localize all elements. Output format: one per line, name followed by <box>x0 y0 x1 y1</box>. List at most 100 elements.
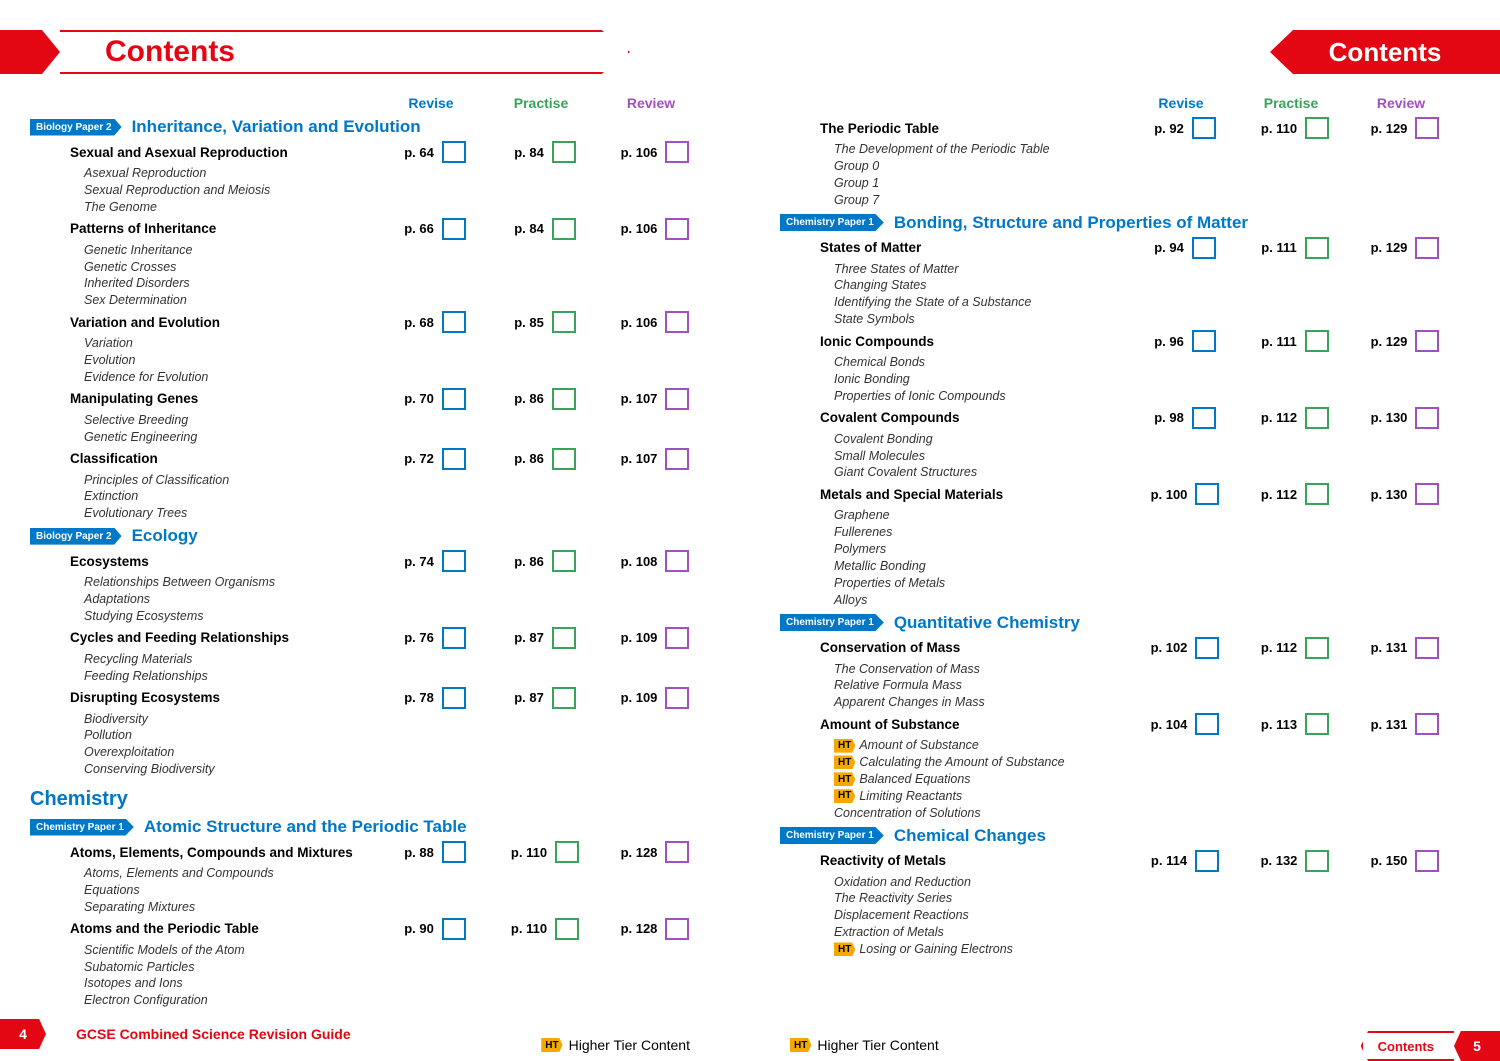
checkbox-practise[interactable] <box>552 141 576 163</box>
checkbox-revise[interactable] <box>442 550 466 572</box>
page-cell-revise: p. 100 <box>1130 483 1240 505</box>
subtopic: Genetic Inheritance <box>84 242 710 259</box>
checkbox-practise[interactable] <box>552 627 576 649</box>
checkbox-review[interactable] <box>665 388 689 410</box>
header-right: Contents <box>790 20 1460 80</box>
checkbox-revise[interactable] <box>442 388 466 410</box>
subtopic: Giant Covalent Structures <box>834 464 1460 481</box>
checkbox-review[interactable] <box>1415 850 1439 872</box>
checkbox-practise[interactable] <box>555 918 579 940</box>
checkbox-practise[interactable] <box>1305 237 1329 259</box>
page-cell-practise: p. 132 <box>1240 850 1350 872</box>
page-cell-practise: p. 113 <box>1240 713 1350 735</box>
page-cell-review: p. 106 <box>600 141 710 163</box>
checkbox-revise[interactable] <box>1192 237 1216 259</box>
subtopic: Recycling Materials <box>84 651 710 668</box>
page-cell-practise: p. 86 <box>490 550 600 572</box>
checkbox-review[interactable] <box>1415 637 1439 659</box>
checkbox-practise[interactable] <box>1305 713 1329 735</box>
page-cell-review: p. 106 <box>600 218 710 240</box>
checkbox-practise[interactable] <box>1305 637 1329 659</box>
footer-guide-title: GCSE Combined Science Revision Guide <box>76 1026 351 1042</box>
page-ref: p. 84 <box>514 145 544 160</box>
subtopic: Polymers <box>834 541 1460 558</box>
topic-title: Classification <box>70 451 380 466</box>
subtopic: HT Amount of Substance <box>834 737 1460 754</box>
checkbox-review[interactable] <box>665 918 689 940</box>
checkbox-revise[interactable] <box>442 918 466 940</box>
checkbox-revise[interactable] <box>442 311 466 333</box>
checkbox-practise[interactable] <box>552 311 576 333</box>
subtopic: Sex Determination <box>84 292 710 309</box>
checkbox-revise[interactable] <box>1195 713 1219 735</box>
subtopics: Covalent BondingSmall MoleculesGiant Cov… <box>834 431 1460 482</box>
checkbox-review[interactable] <box>665 550 689 572</box>
page-cell-review: p. 129 <box>1350 330 1460 352</box>
checkbox-practise[interactable] <box>1305 330 1329 352</box>
checkbox-practise[interactable] <box>1305 483 1329 505</box>
checkbox-practise[interactable] <box>552 448 576 470</box>
topic-title: Amount of Substance <box>820 717 1130 732</box>
section-header: Chemistry Paper 1 Bonding, Structure and… <box>780 213 1460 233</box>
checkbox-revise[interactable] <box>1192 407 1216 429</box>
page-ref: p. 96 <box>1154 334 1184 349</box>
page-ref: p. 94 <box>1154 240 1184 255</box>
checkbox-practise[interactable] <box>552 388 576 410</box>
subtopic-text: Calculating the Amount of Substance <box>859 754 1064 771</box>
subtopic: Apparent Changes in Mass <box>834 694 1460 711</box>
checkbox-review[interactable] <box>665 448 689 470</box>
page-cell-revise: p. 78 <box>380 687 490 709</box>
checkbox-revise[interactable] <box>1195 850 1219 872</box>
page-ref: p. 87 <box>514 690 544 705</box>
checkbox-practise[interactable] <box>1305 117 1329 139</box>
checkbox-review[interactable] <box>1415 117 1439 139</box>
checkbox-review[interactable] <box>1415 407 1439 429</box>
checkbox-revise[interactable] <box>442 218 466 240</box>
checkbox-practise[interactable] <box>1305 850 1329 872</box>
checkbox-revise[interactable] <box>1192 330 1216 352</box>
subtopic: Selective Breeding <box>84 412 710 429</box>
checkbox-revise[interactable] <box>442 687 466 709</box>
topic-title: Sexual and Asexual Reproduction <box>70 145 380 160</box>
checkbox-review[interactable] <box>1415 237 1439 259</box>
page-left: Contents Revise Practise Review Biology … <box>0 0 750 1061</box>
checkbox-revise[interactable] <box>442 448 466 470</box>
subtopics: VariationEvolutionEvidence for Evolution <box>84 335 710 386</box>
subtopic-text: Limiting Reactants <box>859 788 962 805</box>
checkbox-review[interactable] <box>1415 713 1439 735</box>
checkbox-revise[interactable] <box>1192 117 1216 139</box>
topic-title: Atoms and the Periodic Table <box>70 921 380 936</box>
page-cell-practise: p. 110 <box>490 918 600 940</box>
topic-row: Variation and Evolution p. 68 p. 85 p. 1… <box>70 311 710 333</box>
checkbox-revise[interactable] <box>442 627 466 649</box>
subtopic: Identifying the State of a Substance <box>834 294 1460 311</box>
topic-row: Amount of Substance p. 104 p. 113 p. 131 <box>820 713 1460 735</box>
page-cell-review: p. 108 <box>600 550 710 572</box>
subtopics: Relationships Between OrganismsAdaptatio… <box>84 574 710 625</box>
checkbox-revise[interactable] <box>1195 483 1219 505</box>
checkbox-revise[interactable] <box>1195 637 1219 659</box>
checkbox-revise[interactable] <box>442 841 466 863</box>
checkbox-review[interactable] <box>1415 483 1439 505</box>
subtopic: HT Balanced Equations <box>834 771 1460 788</box>
checkbox-practise[interactable] <box>552 218 576 240</box>
checkbox-review[interactable] <box>665 141 689 163</box>
checkbox-review[interactable] <box>665 687 689 709</box>
topic: Sexual and Asexual Reproduction p. 64 p.… <box>70 141 710 216</box>
checkbox-review[interactable] <box>665 311 689 333</box>
checkbox-review[interactable] <box>665 841 689 863</box>
page-cell-practise: p. 112 <box>1240 637 1350 659</box>
subtopic: Scientific Models of the Atom <box>84 942 710 959</box>
checkbox-practise[interactable] <box>1305 407 1329 429</box>
checkbox-review[interactable] <box>1415 330 1439 352</box>
page-ref: p. 64 <box>404 145 434 160</box>
checkbox-review[interactable] <box>665 218 689 240</box>
subtopics: Genetic InheritanceGenetic CrossesInheri… <box>84 242 710 310</box>
subtopic: Adaptations <box>84 591 710 608</box>
checkbox-practise[interactable] <box>555 841 579 863</box>
checkbox-revise[interactable] <box>442 141 466 163</box>
checkbox-practise[interactable] <box>552 687 576 709</box>
checkbox-review[interactable] <box>665 627 689 649</box>
subtopics: Chemical BondsIonic BondingProperties of… <box>834 354 1460 405</box>
checkbox-practise[interactable] <box>552 550 576 572</box>
